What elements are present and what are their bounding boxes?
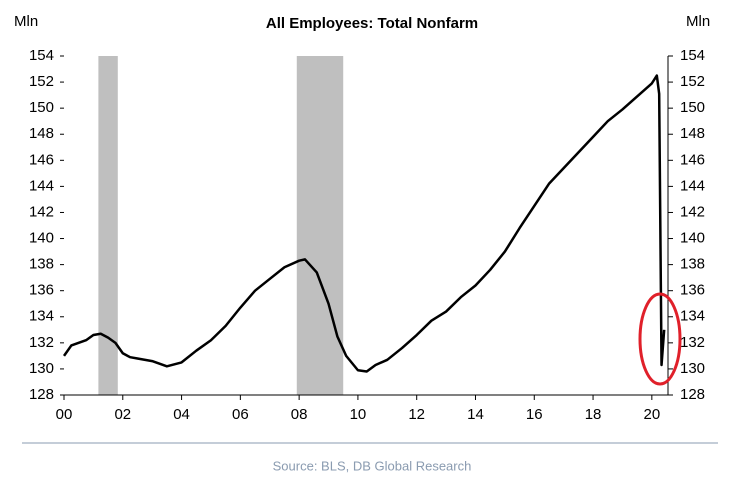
x-tick-label: 02 — [114, 406, 131, 423]
y2-tick-label: 132 — [680, 334, 705, 351]
y-tick-label: 150 — [29, 99, 54, 116]
x-tick-label: 14 — [467, 406, 484, 423]
y2-tick-label: 146 — [680, 151, 705, 168]
recession-band — [296, 56, 344, 395]
x-tick-label: 06 — [232, 406, 249, 423]
y2-tick-label: 150 — [680, 99, 705, 116]
x-tick-label: 20 — [643, 406, 660, 423]
series-line — [62, 74, 666, 373]
y-tick-label: 144 — [29, 177, 54, 194]
x-tick-label: 08 — [291, 406, 308, 423]
y-tick-label: 138 — [29, 256, 54, 273]
chart-title: All Employees: Total Nonfarm — [266, 15, 478, 32]
y2-tick-label: 136 — [680, 282, 705, 299]
y2-tick-label: 142 — [680, 203, 705, 220]
y-tick-label: 152 — [29, 73, 54, 90]
y-tick-label: 148 — [29, 125, 54, 142]
y2-axis-label: Mln — [686, 13, 710, 30]
x-tick-label: 10 — [350, 406, 367, 423]
x-tick-label: 00 — [56, 406, 73, 423]
y-tick-label: 136 — [29, 282, 54, 299]
y-axis-label: Mln — [14, 13, 38, 30]
x-tick-label: 18 — [585, 406, 602, 423]
y-tick-label: 132 — [29, 334, 54, 351]
highlight-ellipse — [638, 292, 682, 386]
x-tick-label: 12 — [408, 406, 425, 423]
y2-tick-label: 138 — [680, 256, 705, 273]
y2-tick-label: 144 — [680, 177, 705, 194]
y-tick-label: 134 — [29, 308, 54, 325]
y-tick-label: 130 — [29, 360, 54, 377]
recession-band — [98, 56, 118, 395]
y2-tick-label: 152 — [680, 73, 705, 90]
y-tick-label: 154 — [29, 47, 54, 64]
y-tick-label: 142 — [29, 203, 54, 220]
y-tick-label: 128 — [29, 386, 54, 403]
source: Source: BLS, DB Global Research — [273, 458, 472, 473]
y-tick-label: 140 — [29, 230, 54, 247]
plot-area: 128 130 132 134 136 138 140 142 144 146 148 150 152 1… — [29, 47, 705, 423]
x-tick-label: 04 — [173, 406, 190, 423]
y-tick-label: 146 — [29, 151, 54, 168]
y2-tick-label: 128 — [680, 386, 705, 403]
y2-tick-label: 134 — [680, 308, 705, 325]
y2-tick-label: 148 — [680, 125, 705, 142]
x-tick-label: 16 — [526, 406, 543, 423]
y2-tick-label: 130 — [680, 360, 705, 377]
y2-tick-label: 140 — [680, 230, 705, 247]
y2-tick-label: 154 — [680, 47, 705, 64]
